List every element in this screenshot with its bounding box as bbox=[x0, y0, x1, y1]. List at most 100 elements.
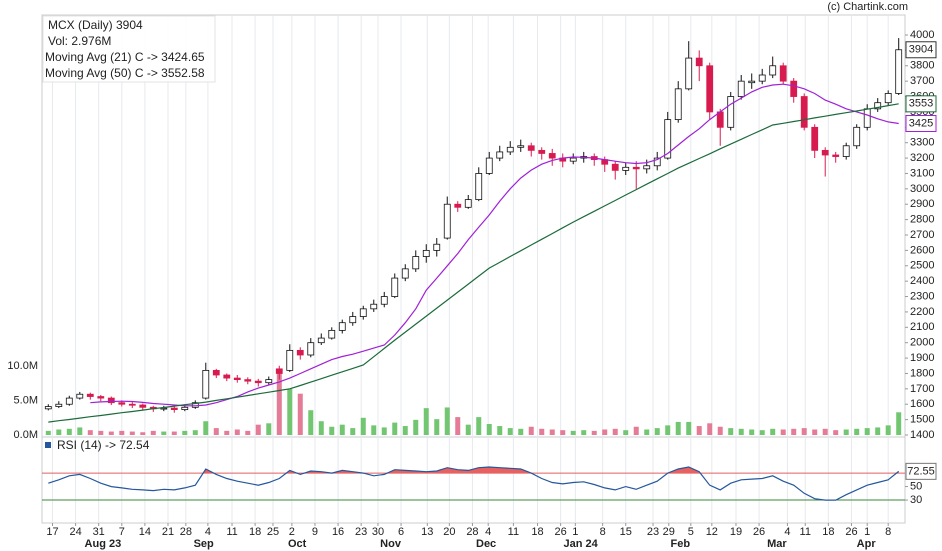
volume-bar bbox=[476, 417, 482, 435]
y-tick-label: 3700 bbox=[910, 75, 934, 87]
volume-tick-label: 0.0M bbox=[14, 429, 38, 441]
volume-bar bbox=[161, 431, 167, 435]
candle-body bbox=[275, 368, 283, 374]
volume-bar bbox=[717, 426, 723, 435]
month-label: Oct bbox=[288, 538, 307, 550]
y-tick-label: 2700 bbox=[910, 229, 934, 241]
y-tick-label: 1400 bbox=[910, 429, 934, 441]
x-tick-label: 6 bbox=[398, 526, 404, 538]
volume-bar bbox=[182, 430, 188, 435]
rsi-title: RSI (14) -> 72.54 bbox=[57, 438, 150, 452]
volume-bar bbox=[455, 417, 461, 435]
x-tick-label: 13 bbox=[421, 526, 433, 538]
volume-bar bbox=[108, 431, 114, 435]
candle-body bbox=[181, 406, 189, 411]
y-tick-label: 2800 bbox=[910, 214, 934, 226]
candle-body bbox=[338, 322, 346, 331]
month-label: Jan 24 bbox=[563, 538, 598, 550]
volume-bar bbox=[203, 421, 209, 435]
month-label: Aug 23 bbox=[85, 538, 122, 550]
x-tick-label: 4 bbox=[485, 526, 491, 538]
candle-body bbox=[569, 157, 577, 162]
volume-bar bbox=[759, 430, 765, 435]
volume-bar bbox=[381, 427, 387, 435]
candle-body bbox=[706, 65, 714, 113]
y-tick-label: 1500 bbox=[910, 414, 934, 426]
candle-body bbox=[884, 93, 892, 104]
x-tick-label: 15 bbox=[620, 526, 632, 538]
volume-bar bbox=[770, 428, 776, 435]
value-tag-box bbox=[905, 115, 937, 133]
y-tick-label: 1600 bbox=[910, 398, 934, 410]
x-tick-label: 18 bbox=[822, 526, 834, 538]
candle-body bbox=[139, 404, 147, 408]
volume-bar bbox=[329, 426, 335, 435]
candle-body bbox=[433, 243, 441, 251]
volume-bar bbox=[801, 428, 807, 435]
value-tag: 3904 bbox=[909, 44, 933, 56]
volume-bar bbox=[465, 424, 471, 435]
volume-bar bbox=[497, 426, 503, 435]
candle-body bbox=[548, 153, 556, 159]
volume-bar bbox=[738, 428, 744, 435]
candle-body bbox=[800, 96, 808, 128]
x-tick-label: 12 bbox=[706, 526, 718, 538]
x-tick-label: 1 bbox=[572, 526, 578, 538]
x-tick-label: 26 bbox=[753, 526, 765, 538]
candle-body bbox=[716, 111, 724, 128]
candle-body bbox=[254, 380, 262, 384]
candle-body bbox=[674, 88, 682, 121]
x-tick-label: 31 bbox=[93, 526, 105, 538]
value-tag: 72.55 bbox=[907, 465, 935, 477]
volume-tick-label: 10.0M bbox=[7, 360, 38, 372]
volume-bar bbox=[444, 407, 450, 435]
x-tick-label: 4 bbox=[205, 526, 211, 538]
x-tick-label: 11 bbox=[800, 526, 811, 538]
y-tick-label: 2000 bbox=[910, 337, 934, 349]
volume-bar bbox=[885, 425, 891, 435]
volume-bar bbox=[864, 428, 870, 435]
volume-bar bbox=[612, 428, 618, 435]
volume-bar bbox=[833, 430, 839, 435]
legend-box bbox=[42, 15, 216, 83]
candle-body bbox=[380, 296, 388, 305]
candle-body bbox=[727, 96, 735, 128]
volume-bar bbox=[255, 424, 261, 435]
x-tick-label: 1 bbox=[864, 526, 870, 538]
value-tag-box bbox=[905, 95, 937, 113]
month-label: Dec bbox=[476, 538, 496, 550]
volume-bar bbox=[224, 430, 230, 435]
y-tick-label: 2200 bbox=[910, 306, 934, 318]
candle-body bbox=[832, 154, 840, 157]
volume-bar bbox=[297, 393, 303, 435]
candle-body bbox=[695, 57, 703, 67]
candle-body bbox=[370, 303, 378, 310]
x-tick-label: 14 bbox=[139, 526, 151, 538]
y-tick-label: 2100 bbox=[910, 321, 934, 333]
candle-body bbox=[748, 80, 756, 84]
candle-body bbox=[55, 403, 63, 407]
candle-body bbox=[443, 203, 451, 239]
volume-bar bbox=[45, 430, 51, 435]
volume-bar bbox=[539, 428, 545, 435]
legend-entry: Moving Avg (50) C -> 3552.58 bbox=[45, 66, 205, 80]
volume-bar bbox=[486, 423, 492, 435]
volume-bar bbox=[56, 429, 62, 435]
moving-average-line bbox=[48, 103, 899, 423]
candle-body bbox=[538, 149, 546, 154]
y-tick-label: 1800 bbox=[910, 367, 934, 379]
volume-bar bbox=[791, 428, 797, 435]
y-tick-label: 3200 bbox=[910, 152, 934, 164]
y-tick-label: 1900 bbox=[910, 352, 934, 364]
candle-body bbox=[821, 149, 829, 156]
watermark: (c) Chartink.com bbox=[827, 1, 908, 13]
volume-bar bbox=[707, 423, 713, 435]
candle-body bbox=[853, 126, 861, 147]
volume-bar bbox=[854, 428, 860, 435]
candle-body bbox=[496, 151, 504, 159]
y-tick-label: 2600 bbox=[910, 244, 934, 256]
candle-body bbox=[475, 173, 483, 201]
chart-frame bbox=[41, 14, 906, 524]
x-tick-label: 7 bbox=[119, 526, 125, 538]
candle-body bbox=[422, 249, 430, 257]
